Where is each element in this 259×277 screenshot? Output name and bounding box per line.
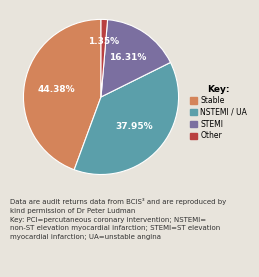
Wedge shape — [74, 62, 178, 175]
Wedge shape — [101, 20, 170, 97]
Legend: Stable, NSTEMI / UA, STEMI, Other: Stable, NSTEMI / UA, STEMI, Other — [187, 81, 250, 143]
Text: Data are audit returns data from BCIS³ and are reproduced by
kind permission of : Data are audit returns data from BCIS³ a… — [10, 198, 227, 240]
Text: 16.31%: 16.31% — [109, 53, 147, 62]
Wedge shape — [24, 19, 101, 170]
Text: 44.38%: 44.38% — [38, 84, 76, 94]
Text: 37.95%: 37.95% — [116, 122, 153, 132]
Wedge shape — [101, 19, 107, 97]
Text: 1.35%: 1.35% — [88, 37, 119, 46]
